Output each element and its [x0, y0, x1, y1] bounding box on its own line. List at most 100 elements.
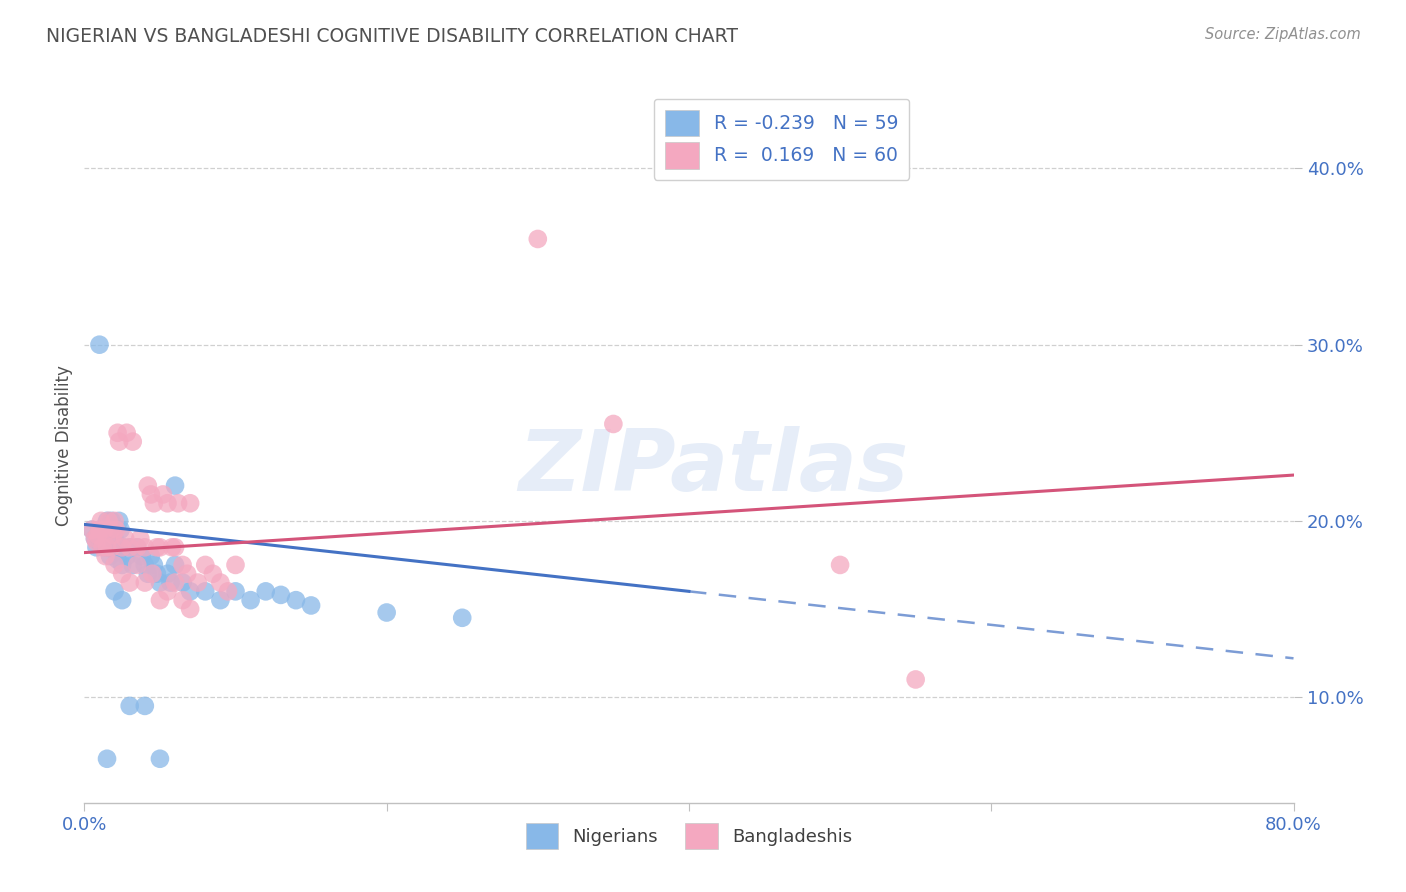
Point [142, 558, 165, 572]
Point [111, 593, 134, 607]
Point [172, 593, 194, 607]
Point [114, 532, 136, 546]
Point [134, 575, 156, 590]
Point [146, 541, 169, 555]
Point [149, 752, 172, 766]
Point [187, 575, 209, 590]
Point [98, 523, 121, 537]
Point [100, 514, 122, 528]
Point [375, 606, 398, 620]
Point [90, 514, 112, 528]
Point [225, 558, 247, 572]
Point [96, 523, 118, 537]
Point [89, 523, 111, 537]
Point [134, 558, 156, 572]
Point [104, 558, 127, 572]
Point [115, 549, 138, 563]
Point [149, 575, 172, 590]
Point [165, 541, 187, 555]
Point [176, 566, 198, 581]
Point [527, 232, 550, 246]
Point [94, 549, 117, 563]
Point [149, 593, 172, 607]
Point [97, 514, 120, 528]
Point [100, 541, 122, 555]
Point [172, 558, 194, 572]
Point [104, 541, 127, 555]
Point [91, 541, 114, 555]
Point [142, 496, 165, 510]
Point [93, 523, 115, 537]
Point [89, 523, 111, 537]
Point [84, 532, 107, 546]
Point [136, 566, 159, 581]
Point [96, 752, 118, 766]
Point [134, 698, 156, 713]
Point [107, 552, 129, 566]
Point [172, 575, 194, 590]
Point [89, 337, 111, 351]
Legend: Nigerians, Bangladeshis: Nigerians, Bangladeshis [516, 814, 862, 858]
Point [239, 593, 262, 607]
Point [830, 558, 852, 572]
Point [121, 558, 143, 572]
Point [179, 602, 201, 616]
Point [90, 528, 112, 542]
Point [127, 558, 149, 572]
Point [602, 417, 624, 431]
Point [451, 611, 474, 625]
Point [80, 523, 103, 537]
Point [217, 584, 239, 599]
Point [111, 558, 134, 572]
Point [194, 558, 217, 572]
Point [118, 575, 141, 590]
Point [111, 541, 134, 555]
Point [115, 425, 138, 440]
Y-axis label: Cognitive Disability: Cognitive Disability [55, 366, 73, 526]
Point [127, 541, 149, 555]
Point [160, 541, 183, 555]
Point [104, 514, 127, 528]
Point [165, 478, 187, 492]
Point [118, 698, 141, 713]
Point [105, 523, 128, 537]
Point [270, 588, 292, 602]
Point [94, 541, 117, 555]
Point [904, 673, 927, 687]
Point [131, 549, 153, 563]
Point [96, 541, 118, 555]
Point [101, 523, 124, 537]
Text: Source: ZipAtlas.com: Source: ZipAtlas.com [1205, 27, 1361, 42]
Point [101, 528, 124, 542]
Point [285, 593, 308, 607]
Point [165, 575, 187, 590]
Point [118, 541, 141, 555]
Point [86, 541, 108, 555]
Point [111, 566, 134, 581]
Point [179, 584, 201, 599]
Point [98, 549, 121, 563]
Point [118, 541, 141, 555]
Point [87, 528, 110, 542]
Point [86, 535, 108, 549]
Point [139, 487, 162, 501]
Point [108, 514, 131, 528]
Point [167, 496, 190, 510]
Point [134, 541, 156, 555]
Point [93, 535, 115, 549]
Point [141, 566, 163, 581]
Point [139, 549, 162, 563]
Point [209, 593, 232, 607]
Point [91, 523, 114, 537]
Point [96, 514, 118, 528]
Point [129, 532, 152, 546]
Point [107, 425, 129, 440]
Point [104, 532, 127, 546]
Point [91, 523, 114, 537]
Point [156, 566, 179, 581]
Point [299, 599, 322, 613]
Point [84, 532, 107, 546]
Point [80, 523, 103, 537]
Text: NIGERIAN VS BANGLADESHI COGNITIVE DISABILITY CORRELATION CHART: NIGERIAN VS BANGLADESHI COGNITIVE DISABI… [46, 27, 738, 45]
Text: ZIPatlas: ZIPatlas [517, 425, 908, 509]
